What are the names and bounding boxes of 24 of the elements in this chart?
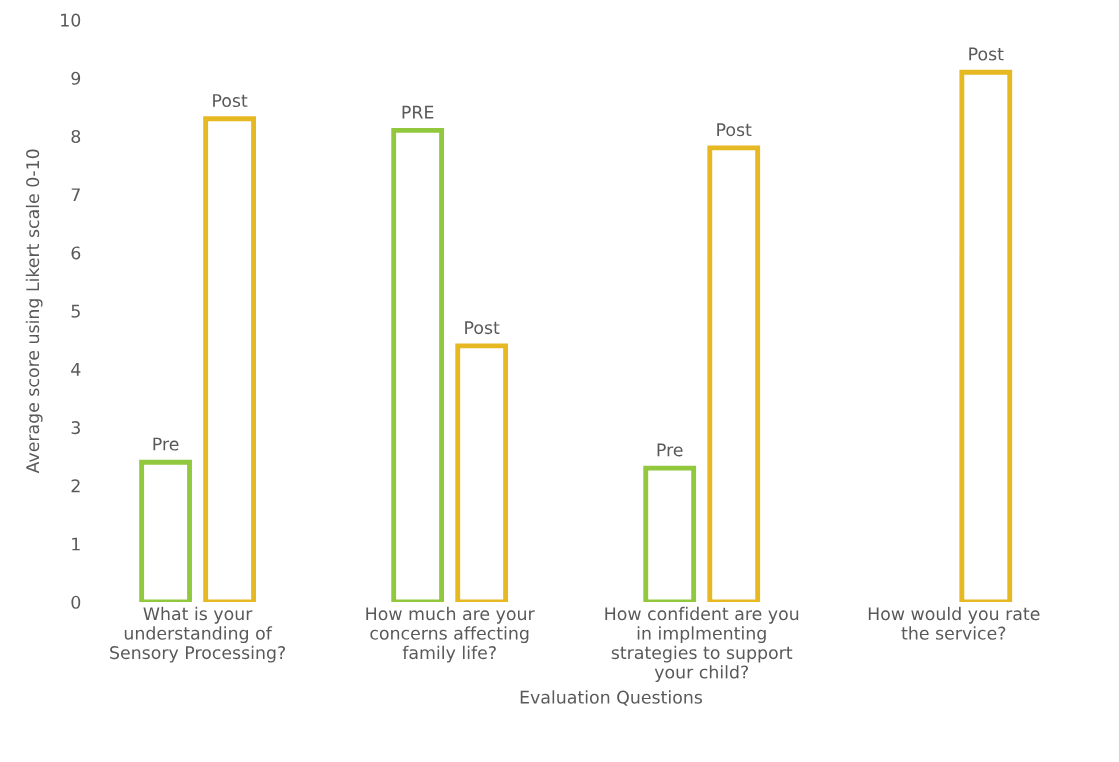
x-tick-label: How confident are you in implmenting strategies to support your child?: [605, 606, 799, 682]
y-tick-label: 2: [71, 479, 80, 493]
data-label: Pre: [657, 443, 683, 457]
data-label: Post: [213, 94, 248, 108]
x-tick-label: What is your understanding of Sensory Processing?: [110, 606, 285, 663]
x-tick-label: How much are your concerns affecting family life?: [366, 606, 535, 663]
y-tick-label: 8: [71, 129, 81, 144]
y-tick-label: 9: [71, 71, 81, 85]
data-label: Post: [465, 321, 500, 335]
y-tick-label: 10: [61, 13, 81, 27]
y-tick-label: 3: [71, 421, 80, 435]
data-label: Post: [717, 123, 752, 137]
y-axis-title: Average score using Likert scale 0-10: [25, 149, 43, 474]
x-tick-label: How would you rate the service?: [868, 606, 1040, 640]
data-label: Pre: [153, 437, 179, 451]
y-tick-label: 7: [71, 188, 80, 202]
x-axis-title: Evaluation Questions: [520, 690, 703, 706]
y-tick-label: 1: [72, 537, 80, 551]
y-tick-label: 6: [71, 246, 81, 260]
data-label: Post: [969, 47, 1004, 61]
y-tick-label: 4: [71, 363, 81, 376]
y-tick-label: 0: [71, 595, 81, 609]
y-tick-label: 5: [71, 304, 80, 318]
data-label: PRE: [402, 105, 434, 119]
